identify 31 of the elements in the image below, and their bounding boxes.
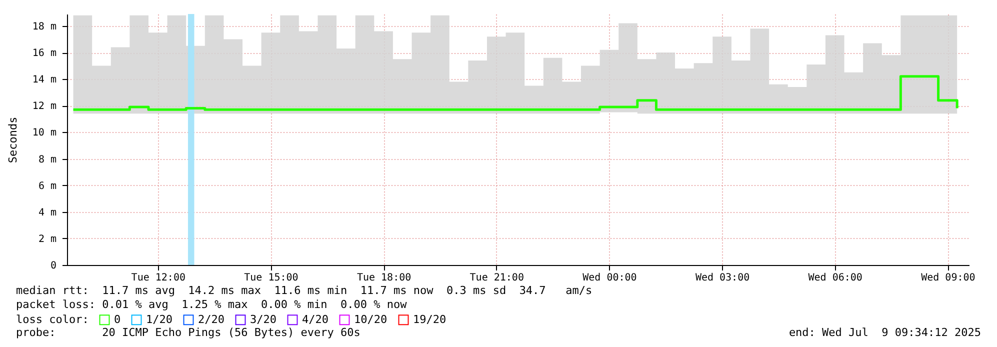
x-tick-label: Wed 06:00: [808, 272, 862, 284]
text: median rtt: 11.7 ms avg 14.2 ms max 11.6 ms min 11.7 ms now 0.3 ms sd 34.7 am/s: [16, 284, 592, 297]
legend-label: 0: [114, 312, 121, 326]
legend-title: loss color:: [16, 313, 89, 326]
y-tick-label: 10 m: [32, 128, 56, 139]
x-tick-label: Tue 21:00: [470, 272, 524, 284]
y-tick-label: 6 m: [38, 180, 56, 192]
legend-label: 10/20: [354, 312, 388, 326]
legend-label: 19/20: [413, 312, 446, 326]
x-tick-label: Wed 03:00: [695, 272, 750, 284]
y-tick-label: 18 m: [32, 21, 56, 32]
x-tick-label: Wed 09:00: [921, 272, 976, 284]
y-tick-label: 14 m: [32, 74, 56, 86]
legend-label: 4/20: [302, 312, 328, 326]
y-tick-label: 8 m: [38, 154, 56, 166]
legend-label: 1/20: [146, 312, 172, 326]
y-tick-label: 0: [50, 260, 56, 272]
y-tick-label: 4 m: [38, 207, 56, 218]
y-tick-label: 2 m: [38, 234, 56, 245]
y-tick-label: 12 m: [32, 101, 56, 112]
text: probe: 20 ICMP Echo Pings (56 Bytes) every 60s: [16, 326, 360, 339]
y-tick-label: 16 m: [32, 48, 56, 60]
text: end: Wed Jul 9 09:34:12 2025: [788, 326, 981, 339]
y-axis-title: Seconds: [6, 116, 20, 164]
x-tick-label: Tue 18:00: [356, 272, 412, 284]
text: packet loss: 0.01 % avg 1.25 % max 0.00 % min 0.00 % now: [16, 298, 407, 311]
legend-label: 3/20: [250, 312, 276, 326]
x-tick-label: Wed 00:00: [582, 272, 637, 284]
legend-label: 2/20: [198, 312, 224, 326]
x-tick-label: Tue 15:00: [244, 272, 298, 284]
x-tick-label: Tue 12:00: [131, 272, 186, 284]
